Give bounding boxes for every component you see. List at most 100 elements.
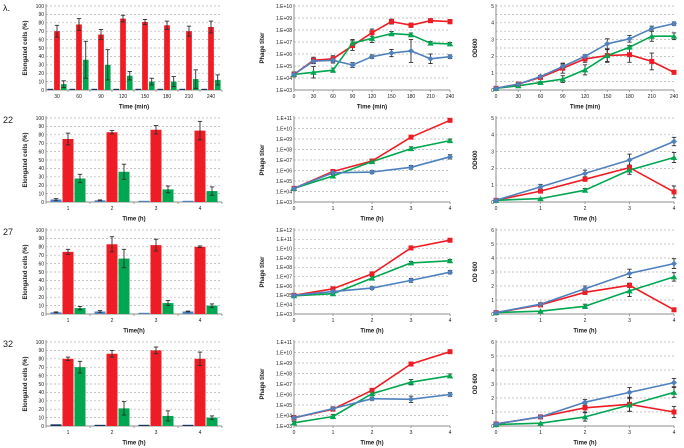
svg-text:Time (h): Time (h) — [573, 441, 596, 447]
svg-text:0: 0 — [491, 312, 494, 318]
svg-text:30: 30 — [54, 94, 60, 100]
svg-text:20: 20 — [38, 183, 44, 189]
svg-text:0: 0 — [495, 206, 498, 212]
svg-text:1.E+11: 1.E+11 — [276, 237, 292, 243]
chart-line: 0 1 2 3 4 5 6 0 1 2 3 4 Time (h) OD 600 — [473, 228, 678, 335]
svg-text:50: 50 — [38, 270, 44, 276]
svg-text:2: 2 — [584, 318, 587, 324]
svg-text:Elongated cells (%): Elongated cells (%) — [23, 244, 29, 299]
svg-text:30: 30 — [515, 94, 521, 100]
svg-text:100: 100 — [36, 228, 45, 234]
panel-row3-col3: 0 1 2 3 4 5 6 0 1 2 3 4 Time (h) OD 600 — [460, 224, 684, 336]
svg-text:Time (h): Time (h) — [122, 441, 145, 447]
svg-text:180: 180 — [163, 94, 172, 100]
svg-text:Elongated cells (%): Elongated cells (%) — [23, 20, 29, 75]
svg-text:Time (min): Time (min) — [119, 105, 149, 111]
svg-text:100: 100 — [36, 116, 45, 122]
row-label-4: 32 — [3, 339, 14, 349]
svg-text:5: 5 — [491, 242, 494, 248]
svg-text:Time (min): Time (min) — [570, 105, 600, 111]
svg-text:0: 0 — [293, 206, 296, 212]
svg-text:1: 1 — [491, 410, 494, 416]
svg-text:1.E+04: 1.E+04 — [276, 189, 292, 195]
svg-text:4: 4 — [491, 256, 494, 262]
svg-text:1.E+09: 1.E+09 — [276, 137, 292, 143]
svg-text:4: 4 — [199, 318, 202, 324]
row-label-2: 22 — [3, 115, 14, 125]
svg-text:3: 3 — [491, 382, 494, 388]
svg-text:Time (h): Time (h) — [573, 217, 596, 223]
svg-text:1.E+09: 1.E+09 — [276, 256, 292, 262]
svg-text:100: 100 — [36, 340, 45, 346]
svg-text:40: 40 — [38, 390, 44, 396]
svg-text:30: 30 — [38, 399, 44, 405]
row-label-3: 27 — [3, 227, 14, 237]
svg-text:80: 80 — [38, 357, 44, 363]
panel-row4-col1: 32 0 10 20 30 40 50 60 70 80 90 100 1 2 3 4 Time (h) Elon… — [0, 336, 232, 447]
svg-text:1.E+05: 1.E+05 — [276, 64, 292, 70]
svg-text:0: 0 — [491, 424, 494, 430]
svg-text:Time (h): Time (h) — [360, 329, 383, 335]
svg-text:4: 4 — [449, 430, 452, 436]
panel-row1-col1: λ. 0 10 20 30 40 50 60 70 80 90 100 30 60 90 120 150 180 2… — [0, 0, 232, 112]
svg-text:2: 2 — [491, 284, 494, 290]
svg-text:4: 4 — [673, 206, 676, 212]
svg-text:80: 80 — [38, 133, 44, 139]
panel-row2-col3: 0 1 2 3 4 5 0 1 2 3 4 Time (h) OD600 — [460, 112, 684, 224]
svg-text:0: 0 — [41, 312, 44, 318]
svg-text:10: 10 — [38, 303, 44, 309]
svg-text:Phage titer: Phage titer — [260, 144, 266, 176]
svg-text:70: 70 — [38, 141, 44, 147]
svg-text:1.E+12: 1.E+12 — [276, 228, 292, 234]
panel-row4-col2: 1.E+03 1.E+04 1.E+05 1.E+06 1.E+07 1.E+08 1.E+… — [232, 336, 460, 447]
svg-text:1.E+10: 1.E+10 — [276, 350, 292, 356]
svg-text:4: 4 — [491, 21, 494, 27]
svg-text:10: 10 — [38, 191, 44, 197]
svg-text:1.E+06: 1.E+06 — [276, 284, 292, 290]
svg-text:1: 1 — [67, 318, 70, 324]
svg-text:2: 2 — [584, 206, 587, 212]
svg-text:1.E+09: 1.E+09 — [276, 361, 292, 367]
svg-text:1.E+05: 1.E+05 — [276, 403, 292, 409]
svg-text:3: 3 — [628, 430, 631, 436]
svg-text:90: 90 — [38, 348, 44, 354]
svg-text:2: 2 — [584, 430, 587, 436]
svg-text:30: 30 — [311, 94, 317, 100]
svg-text:90: 90 — [38, 236, 44, 242]
svg-text:1: 1 — [67, 430, 70, 436]
svg-text:1.E+09: 1.E+09 — [276, 16, 292, 22]
svg-text:20: 20 — [38, 407, 44, 413]
panel-row4-col3: 0 1 2 3 4 5 6 0 1 2 3 4 Time (h) OD 600 — [460, 336, 684, 447]
svg-text:30: 30 — [38, 175, 44, 181]
svg-text:Phage titer: Phage titer — [260, 256, 266, 288]
svg-text:0: 0 — [293, 94, 296, 100]
svg-text:OD 600: OD 600 — [473, 373, 479, 394]
svg-text:Elongated cells (%): Elongated cells (%) — [23, 132, 29, 187]
svg-text:Phage titer: Phage titer — [260, 32, 266, 64]
svg-text:0: 0 — [495, 94, 498, 100]
svg-text:1.E+08: 1.E+08 — [276, 265, 292, 271]
svg-text:OD600: OD600 — [473, 150, 479, 170]
svg-text:Time (h): Time (h) — [573, 329, 596, 335]
svg-text:0: 0 — [293, 318, 296, 324]
svg-text:3: 3 — [155, 318, 158, 324]
svg-text:0: 0 — [41, 424, 44, 430]
svg-text:4: 4 — [673, 430, 676, 436]
svg-text:5: 5 — [491, 4, 494, 10]
svg-text:120: 120 — [368, 94, 377, 100]
svg-text:30: 30 — [38, 63, 44, 69]
svg-text:150: 150 — [387, 94, 396, 100]
svg-text:80: 80 — [38, 21, 44, 27]
svg-text:1.E+11: 1.E+11 — [276, 340, 292, 346]
chart-log-line: 1.E+03 1.E+04 1.E+05 1.E+06 1.E+07 1.E+08 1.E+… — [260, 116, 454, 223]
svg-text:60: 60 — [38, 373, 44, 379]
svg-text:1.E+07: 1.E+07 — [276, 40, 292, 46]
svg-text:1.E+04: 1.E+04 — [276, 76, 292, 82]
svg-text:1.E+05: 1.E+05 — [276, 293, 292, 299]
svg-text:240: 240 — [207, 94, 216, 100]
svg-text:90: 90 — [560, 94, 566, 100]
svg-text:3: 3 — [410, 206, 413, 212]
svg-text:1.E+08: 1.E+08 — [276, 28, 292, 34]
svg-text:OD 600: OD 600 — [473, 261, 479, 282]
svg-text:6: 6 — [491, 340, 494, 346]
